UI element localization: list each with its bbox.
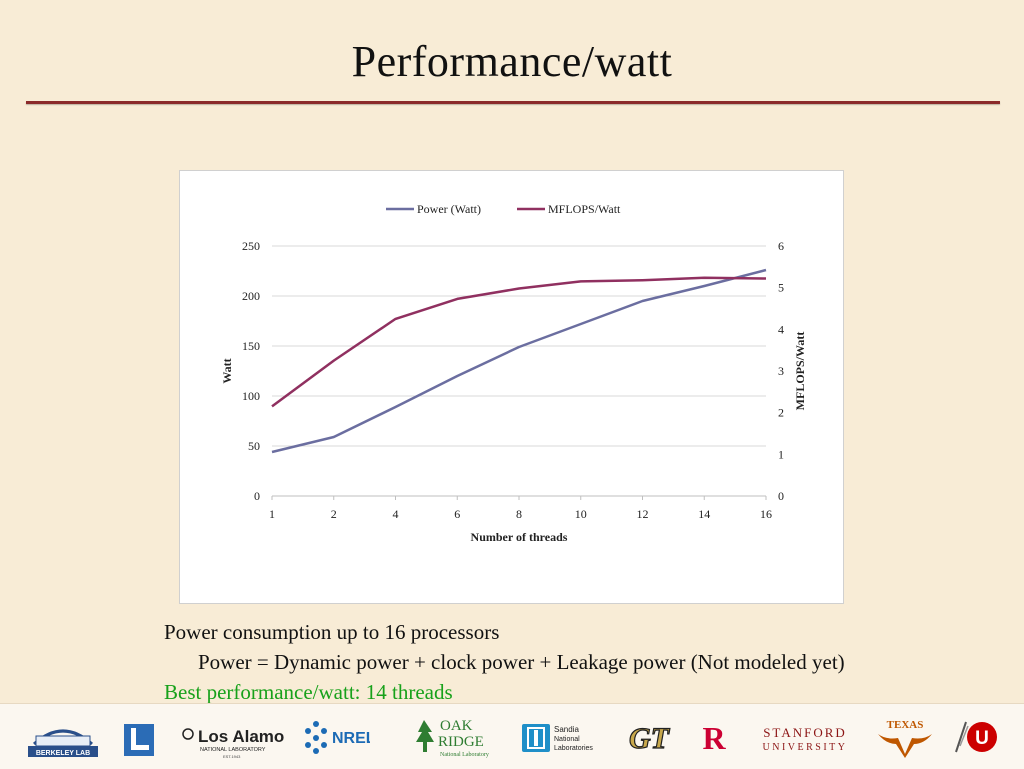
mflops-per-watt-line xyxy=(271,276,767,408)
power-watt-line xyxy=(271,268,767,454)
texas-longhorn-logo: TEXAS xyxy=(876,714,934,760)
y2-tick-label: 6 xyxy=(778,239,784,253)
y2-axis-title: MFLOPS/Watt xyxy=(793,332,807,411)
legend: Power (Watt) MFLOPS/Watt xyxy=(386,202,621,216)
oak-ridge-logo: OAK RIDGE National Laboratory xyxy=(410,712,496,762)
svg-text:R: R xyxy=(702,720,726,754)
utah-logo: U xyxy=(950,716,1000,758)
svg-text:OAK: OAK xyxy=(440,718,473,734)
svg-text:GT: GT xyxy=(629,722,671,754)
x-tick-label: 8 xyxy=(516,507,522,521)
y-tick-label: 150 xyxy=(242,339,260,353)
svg-text:UNIVERSITY: UNIVERSITY xyxy=(763,742,848,753)
y2-tick-label: 4 xyxy=(778,322,784,336)
x-tick-label: 2 xyxy=(331,507,337,521)
y-tick-label: 0 xyxy=(254,489,260,503)
y-axis-title: Watt xyxy=(220,358,234,383)
x-tick-label: 14 xyxy=(698,507,710,521)
chart-frame: 0 50 100 150 200 250 0 1 2 3 4 5 6 1 2 4 6 8 10 12 14 16 Numbe… xyxy=(179,170,844,604)
svg-text:EST.1943: EST.1943 xyxy=(223,754,241,759)
bullet-power-consumption: Power consumption up to 16 processors xyxy=(164,620,500,644)
svg-text:STANFORD: STANFORD xyxy=(763,725,847,740)
x-tick-label: 6 xyxy=(454,507,460,521)
y2-tick-label: 3 xyxy=(778,364,784,378)
sandia-logo: Sandia National Laboratories xyxy=(520,718,598,758)
y2-tick-label: 0 xyxy=(778,489,784,503)
svg-text:National: National xyxy=(554,736,580,743)
legend-label: MFLOPS/Watt xyxy=(548,202,621,216)
rutgers-logo: R xyxy=(696,720,732,754)
series-lines xyxy=(271,268,767,454)
x-tick-label: 12 xyxy=(637,507,649,521)
svg-text:U: U xyxy=(975,728,989,749)
legend-label: Power (Watt) xyxy=(417,202,481,216)
svg-text:Sandia: Sandia xyxy=(554,725,579,734)
nrel-logo: NREL xyxy=(302,718,370,756)
berkeley-lab-logo: BERKELEY LAB xyxy=(26,714,100,760)
svg-text:RIDGE: RIDGE xyxy=(438,734,484,750)
x-tick-label: 10 xyxy=(575,507,587,521)
gridlines xyxy=(272,245,766,497)
title-divider xyxy=(26,101,1000,104)
svg-text:Los Alamos: Los Alamos xyxy=(198,727,284,746)
svg-text:NATIONAL LABORATORY: NATIONAL LABORATORY xyxy=(200,747,266,753)
y2-tick-label: 5 xyxy=(778,281,784,295)
blue-l-logo xyxy=(124,724,154,756)
svg-text:National Laboratory: National Laboratory xyxy=(440,752,489,758)
bullet-list: Power consumption up to 16 processors Po… xyxy=(164,617,1024,707)
svg-text:NREL: NREL xyxy=(332,730,370,747)
slide-title: Performance/watt xyxy=(351,37,673,86)
y2-tick-label: 1 xyxy=(778,447,784,461)
x-tick-label: 16 xyxy=(760,507,772,521)
x-tick-label: 1 xyxy=(269,507,275,521)
stanford-logo: STANFORD UNIVERSITY xyxy=(750,724,860,754)
georgia-tech-logo: GT xyxy=(622,720,676,754)
y-tick-label: 50 xyxy=(248,439,260,453)
x-axis-title: Number of threads xyxy=(471,530,568,544)
y-tick-label: 100 xyxy=(242,389,260,403)
svg-text:TEXAS: TEXAS xyxy=(887,719,924,731)
los-alamos-logo: Los Alamos NATIONAL LABORATORY EST.1943 xyxy=(178,716,284,760)
y-tick-label: 250 xyxy=(242,239,260,253)
svg-text:BERKELEY LAB: BERKELEY LAB xyxy=(36,750,90,757)
svg-text:Laboratories: Laboratories xyxy=(554,745,593,752)
y2-tick-label: 2 xyxy=(778,406,784,420)
footer-logo-band: BERKELEY LAB Los Alamos NATIONAL LABORAT… xyxy=(0,703,1024,769)
bullet-best-performance: Best performance/watt: 14 threads xyxy=(164,680,453,704)
bullet-power-formula: Power = Dynamic power + clock power + Le… xyxy=(198,650,845,674)
x-tick-label: 4 xyxy=(393,507,399,521)
y-tick-label: 200 xyxy=(242,289,260,303)
